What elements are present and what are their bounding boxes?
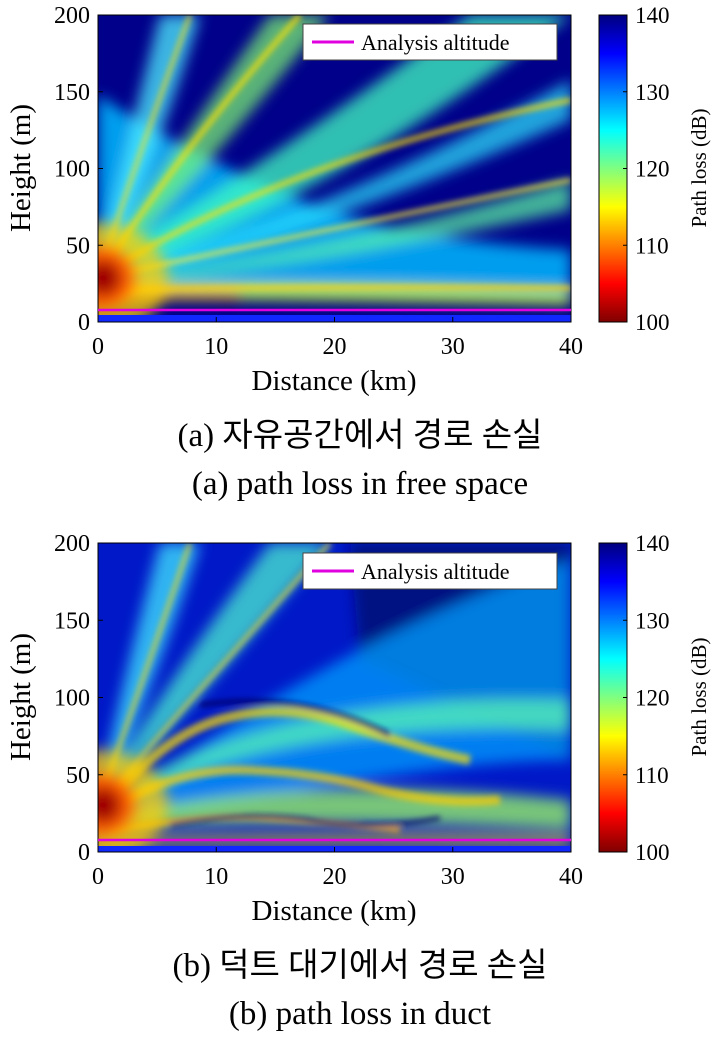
chart-a-colorbar-label: Path loss (dB) <box>687 108 711 227</box>
chart-a-colorbar-tick-label: 120 <box>635 157 670 182</box>
chart-a-heatmap <box>98 15 571 322</box>
chart-b-legend-label: Analysis altitude <box>361 559 509 584</box>
chart-b-axes: 0 10 20 30 40 0 50 100 150 200 <box>54 531 583 890</box>
chart-a-colorbar-tick-label: 100 <box>635 310 670 335</box>
chart-a-axes: 0 10 20 30 40 0 50 100 150 200 <box>54 3 583 360</box>
chart-a-colorbar-ticks: 100 110 120 130 140 <box>623 3 670 335</box>
chart-a-colorbar-tick-label: 110 <box>635 233 669 258</box>
chart-a-colorbar-scale <box>598 14 628 323</box>
caption-b-korean: (b) 덕트 대기에서 경로 손실 <box>172 948 548 984</box>
chart-b-y-tick-label: 100 <box>54 686 90 712</box>
chart-a-x-tick-label: 40 <box>559 334 583 360</box>
chart-b-heatmap <box>98 543 571 852</box>
chart-b-x-tick-label: 40 <box>559 864 583 890</box>
chart-b-legend: Analysis altitude <box>302 552 558 590</box>
chart-b-colorbar-tick-label: 120 <box>635 686 670 711</box>
chart-a-y-tick-label: 100 <box>54 157 90 183</box>
chart-b-x-tick-label: 10 <box>204 864 228 890</box>
chart-b-colorbar-scale <box>598 542 628 853</box>
chart-b-x-axis-label: Distance (km) <box>251 895 416 927</box>
caption-b-english: (b) path loss in duct <box>228 996 492 1032</box>
chart-a-legend: Analysis altitude <box>302 23 558 61</box>
caption-a-english: (a) path loss in free space <box>191 466 529 502</box>
chart-b-colorbar-tick-label: 100 <box>635 840 670 865</box>
chart-a-x-tick-label: 20 <box>323 334 347 360</box>
chart-a-y-tick-label: 150 <box>54 80 90 106</box>
chart-b-y-tick-label: 200 <box>54 531 90 557</box>
chart-b-x-tick-label: 30 <box>441 864 465 890</box>
chart-a-y-axis-label: Height (m) <box>5 104 37 232</box>
chart-a-y-tick-label: 200 <box>54 3 90 29</box>
chart-b-colorbar-tick-label: 130 <box>635 608 670 633</box>
chart-a-x-tick-label: 0 <box>92 334 104 360</box>
chart-a-x-tick-label: 30 <box>441 334 465 360</box>
caption-a-korean: (a) 자유공간에서 경로 손실 <box>177 418 543 454</box>
chart-b-colorbar-tick-label: 110 <box>635 763 669 788</box>
chart-a-y-tick-label: 50 <box>66 233 90 259</box>
chart-a-colorbar: 100 110 120 130 140 Path loss (dB) <box>598 3 711 335</box>
chart-b-colorbar-ticks: 100 110 120 130 140 <box>623 531 670 865</box>
chart-b-x-tick-label: 0 <box>92 864 104 890</box>
chart-a-colorbar-tick-label: 140 <box>635 3 670 28</box>
chart-a-x-tick-label: 10 <box>204 334 228 360</box>
chart-b-y-tick-label: 0 <box>78 840 90 866</box>
chart-b-y-tick-label: 50 <box>66 763 90 789</box>
chart-a-legend-label: Analysis altitude <box>361 30 509 55</box>
chart-b-colorbar-label: Path loss (dB) <box>687 637 711 756</box>
chart-b-y-tick-label: 150 <box>54 608 90 634</box>
chart-b-colorbar-tick-label: 140 <box>635 531 670 556</box>
chart-b-colorbar: 100 110 120 130 140 Path loss (dB) <box>598 531 711 865</box>
chart-a-colorbar-tick-label: 130 <box>635 80 670 105</box>
chart-a-x-axis-label: Distance (km) <box>251 365 416 397</box>
chart-b-x-tick-label: 20 <box>323 864 347 890</box>
chart-a-y-tick-label: 0 <box>78 310 90 336</box>
chart-b-y-axis-label: Height (m) <box>5 633 37 761</box>
